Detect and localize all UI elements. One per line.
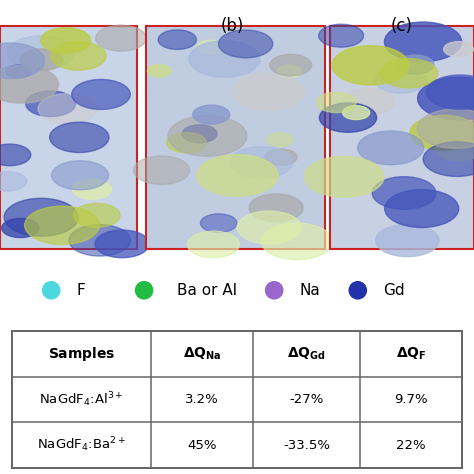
Circle shape — [95, 230, 149, 258]
Circle shape — [134, 156, 190, 184]
Circle shape — [96, 25, 146, 51]
Circle shape — [8, 36, 74, 70]
Circle shape — [444, 42, 474, 57]
Circle shape — [417, 109, 474, 148]
Circle shape — [232, 73, 305, 110]
Point — [354, 286, 362, 294]
Point — [47, 286, 55, 294]
Text: 9.7%: 9.7% — [394, 393, 428, 406]
Circle shape — [0, 144, 31, 166]
Circle shape — [73, 203, 120, 227]
Text: -33.5%: -33.5% — [283, 438, 330, 452]
Text: $\mathbf{\Delta Q_{Na}}$: $\mathbf{\Delta Q_{Na}}$ — [183, 346, 221, 362]
Circle shape — [0, 172, 27, 191]
Circle shape — [237, 211, 301, 244]
Circle shape — [158, 30, 197, 49]
Circle shape — [265, 149, 297, 165]
Circle shape — [372, 177, 436, 210]
Circle shape — [384, 190, 459, 228]
Text: NaGdF$_4$:Ba$^{2+}$: NaGdF$_4$:Ba$^{2+}$ — [37, 436, 126, 455]
Circle shape — [187, 231, 239, 258]
Circle shape — [343, 106, 370, 119]
Circle shape — [167, 133, 207, 153]
Text: 22%: 22% — [396, 438, 426, 452]
Circle shape — [381, 59, 438, 88]
Circle shape — [319, 103, 377, 132]
Circle shape — [69, 225, 130, 256]
Circle shape — [2, 219, 39, 237]
Circle shape — [418, 77, 474, 120]
Circle shape — [52, 161, 109, 190]
Text: 3.2%: 3.2% — [185, 393, 219, 406]
Circle shape — [357, 131, 424, 165]
Circle shape — [72, 80, 130, 109]
Circle shape — [319, 24, 364, 47]
Text: F: F — [77, 283, 85, 298]
Circle shape — [201, 214, 237, 232]
Circle shape — [50, 122, 109, 153]
Bar — [0, 26, 137, 249]
Text: NaGdF$_4$:Al$^{3+}$: NaGdF$_4$:Al$^{3+}$ — [39, 390, 124, 409]
Circle shape — [375, 67, 427, 93]
Circle shape — [427, 75, 474, 109]
Circle shape — [384, 22, 462, 62]
Circle shape — [376, 224, 439, 256]
Circle shape — [270, 55, 311, 76]
Circle shape — [219, 30, 273, 58]
Circle shape — [197, 40, 224, 54]
Circle shape — [189, 41, 260, 77]
Circle shape — [41, 27, 91, 53]
Circle shape — [423, 142, 474, 176]
Circle shape — [0, 43, 45, 78]
Circle shape — [168, 116, 247, 156]
Text: -27%: -27% — [290, 393, 324, 406]
Circle shape — [343, 89, 394, 115]
Circle shape — [25, 206, 100, 245]
Circle shape — [437, 138, 474, 161]
Circle shape — [316, 92, 356, 112]
Circle shape — [0, 65, 59, 103]
Circle shape — [261, 223, 332, 260]
Point — [270, 286, 278, 294]
Circle shape — [332, 46, 409, 85]
Text: Gd: Gd — [383, 283, 405, 298]
Circle shape — [410, 115, 474, 151]
Text: $\mathbf{\Delta Q_{F}}$: $\mathbf{\Delta Q_{F}}$ — [396, 346, 427, 362]
Circle shape — [26, 91, 76, 117]
Circle shape — [20, 49, 63, 71]
Circle shape — [193, 105, 230, 124]
Circle shape — [304, 156, 384, 197]
Circle shape — [51, 42, 106, 70]
Circle shape — [249, 194, 303, 222]
Circle shape — [147, 65, 171, 77]
Text: $\mathbf{Samples}$: $\mathbf{Samples}$ — [47, 345, 115, 363]
Circle shape — [266, 133, 293, 146]
Circle shape — [4, 198, 78, 236]
Text: (b): (b) — [221, 17, 244, 35]
Text: $\mathbf{\Delta Q_{Gd}}$: $\mathbf{\Delta Q_{Gd}}$ — [287, 346, 326, 362]
Point — [140, 286, 148, 294]
Circle shape — [38, 93, 98, 124]
Bar — [330, 26, 474, 249]
Circle shape — [277, 65, 302, 78]
Text: Na: Na — [300, 283, 320, 298]
Text: 45%: 45% — [187, 438, 217, 452]
Circle shape — [397, 55, 434, 74]
Text: (c): (c) — [391, 17, 413, 35]
Bar — [146, 26, 325, 249]
Circle shape — [230, 146, 292, 179]
Circle shape — [73, 179, 111, 199]
Circle shape — [197, 155, 278, 196]
Circle shape — [6, 65, 32, 78]
Text: Ba or Al: Ba or Al — [177, 283, 237, 298]
Circle shape — [182, 125, 217, 143]
